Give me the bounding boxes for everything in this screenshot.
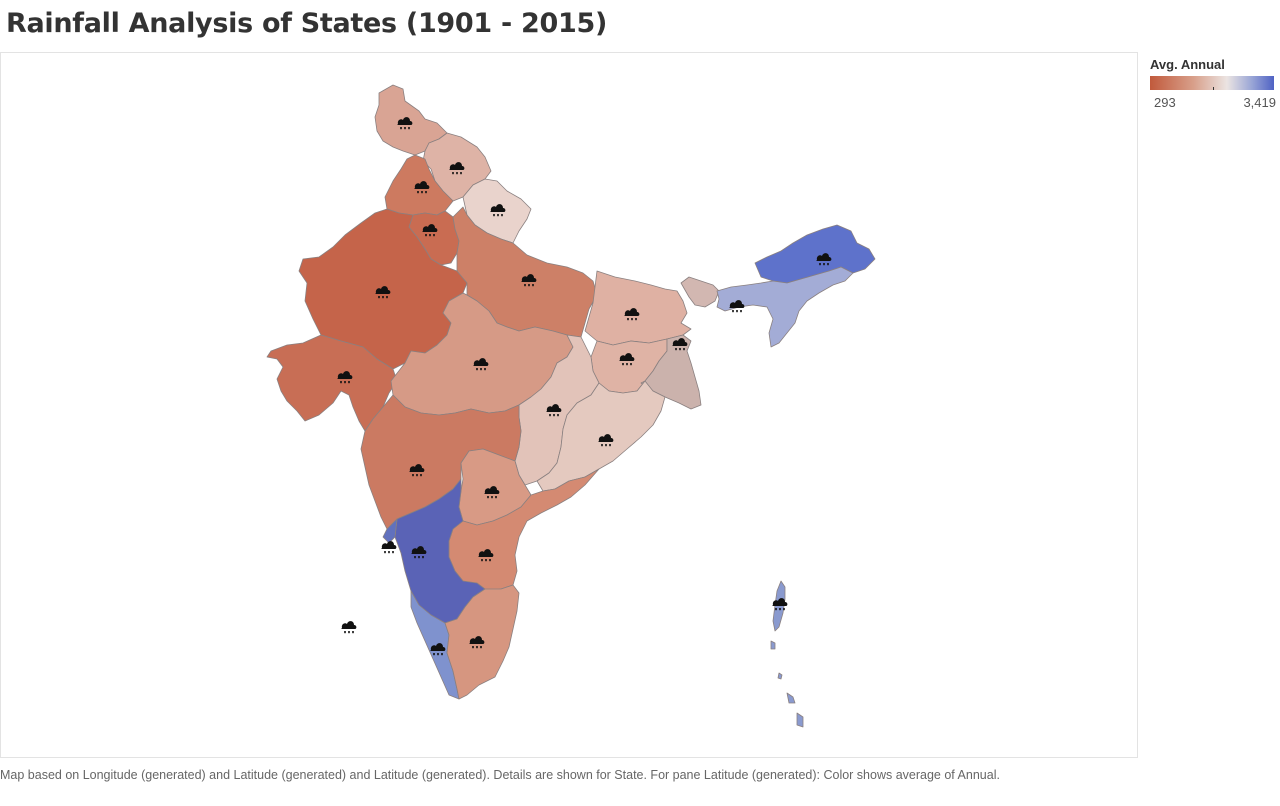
rain-cloud-icon[interactable] bbox=[598, 434, 614, 447]
rain-cloud-icon[interactable] bbox=[381, 541, 397, 554]
rain-cloud-icon[interactable] bbox=[414, 181, 430, 194]
rain-cloud-icon[interactable] bbox=[397, 117, 413, 130]
india-rainfall-map[interactable] bbox=[1, 53, 1139, 759]
map-caption: Map based on Longitude (generated) and L… bbox=[0, 768, 1000, 782]
rain-cloud-icon[interactable] bbox=[473, 358, 489, 371]
rain-cloud-icon[interactable] bbox=[729, 300, 745, 313]
rain-cloud-icon[interactable] bbox=[816, 253, 832, 266]
rain-cloud-icon[interactable] bbox=[490, 204, 506, 217]
state-goa[interactable] bbox=[382, 518, 398, 544]
rain-cloud-icon[interactable] bbox=[521, 274, 537, 287]
rain-cloud-icon[interactable] bbox=[409, 464, 425, 477]
legend-min-label: 293 bbox=[1154, 95, 1176, 110]
rain-cloud-icon[interactable] bbox=[672, 338, 688, 351]
rain-cloud-icon[interactable] bbox=[619, 353, 635, 366]
rain-cloud-icon[interactable] bbox=[422, 224, 438, 237]
rain-cloud-icon[interactable] bbox=[546, 404, 562, 417]
rain-cloud-icon[interactable] bbox=[484, 486, 500, 499]
state-bihar[interactable] bbox=[584, 270, 692, 346]
rain-cloud-icon[interactable] bbox=[624, 308, 640, 321]
rain-cloud-icon[interactable] bbox=[430, 643, 446, 656]
state-west-bengal[interactable] bbox=[640, 334, 702, 410]
rain-cloud-icon[interactable] bbox=[341, 621, 357, 634]
legend-max-label: 3,419 bbox=[1243, 95, 1276, 110]
state-assam-ne[interactable] bbox=[716, 266, 854, 348]
legend-gradient-bar bbox=[1150, 76, 1274, 90]
page-title: Rainfall Analysis of States (1901 - 2015… bbox=[6, 8, 607, 39]
state-gujarat[interactable] bbox=[266, 334, 398, 432]
legend-title: Avg. Annual bbox=[1150, 57, 1225, 72]
rain-cloud-icon[interactable] bbox=[469, 636, 485, 649]
rain-cloud-icon[interactable] bbox=[772, 598, 788, 611]
legend-midpoint-tick bbox=[1213, 87, 1214, 90]
state-arunachal[interactable] bbox=[754, 224, 876, 284]
rain-cloud-icon[interactable] bbox=[411, 546, 427, 559]
state-sikkim[interactable] bbox=[680, 276, 720, 308]
rain-cloud-icon[interactable] bbox=[449, 162, 465, 175]
map-pane[interactable] bbox=[0, 52, 1138, 758]
rain-cloud-icon[interactable] bbox=[337, 371, 353, 384]
rain-cloud-icon[interactable] bbox=[478, 549, 494, 562]
rain-cloud-icon[interactable] bbox=[375, 286, 391, 299]
color-legend[interactable]: Avg. Annual 293 3,419 bbox=[1150, 57, 1278, 110]
